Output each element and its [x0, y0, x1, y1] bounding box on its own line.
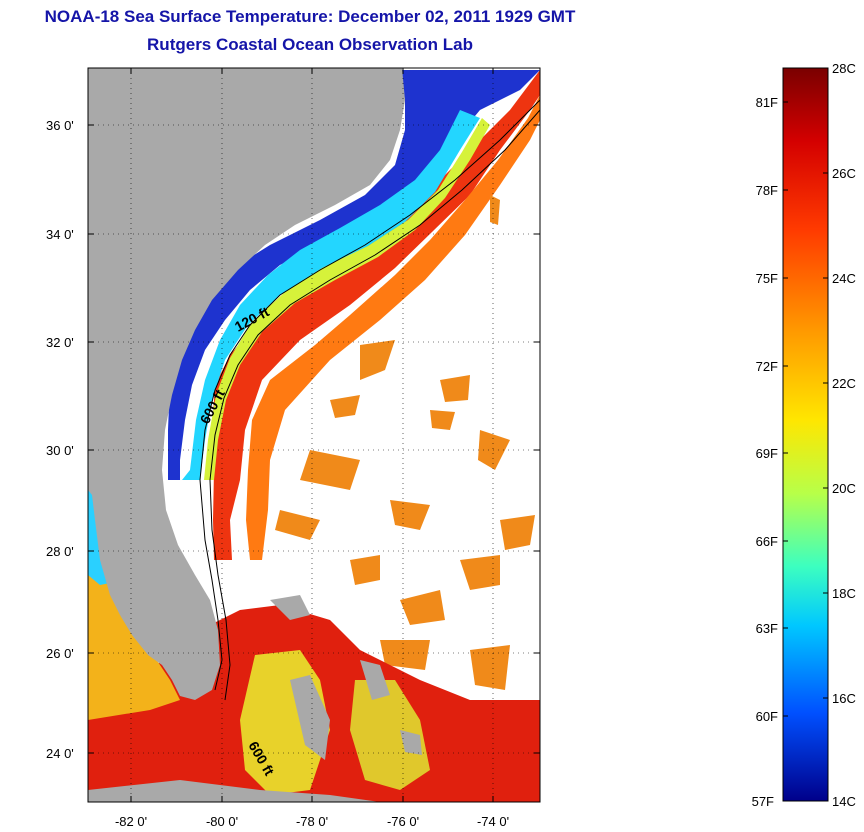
y-tick-label: 36 0' — [46, 118, 74, 133]
depth-contours — [199, 99, 540, 701]
y-tick-label: 24 0' — [46, 746, 74, 761]
yellow-green-shelf-edge — [204, 118, 490, 480]
colorbar-celsius-label: 16C — [832, 691, 856, 706]
colorbar-celsius-label: 26C — [832, 166, 856, 181]
colorbar-fahrenheit-label: 75F — [756, 271, 778, 286]
colorbar-celsius-label: 14C — [832, 794, 856, 809]
x-tick-label: -76 0' — [387, 814, 419, 829]
map-area: 120 ft 600 ft 600 ft — [88, 68, 540, 802]
colorbar-fahrenheit-label: 69F — [756, 446, 778, 461]
colorbar-fahrenheit-label: 72F — [756, 359, 778, 374]
colorbar-fahrenheit-label: 66F — [756, 534, 778, 549]
colorbar-celsius-label: 18C — [832, 586, 856, 601]
colorbar-fahrenheit-label: 57F — [752, 794, 774, 809]
frame-ticks — [88, 68, 540, 802]
colorbar-celsius-label: 28C — [832, 61, 856, 76]
cold-shelf-water — [168, 70, 540, 480]
cyan-shelf-water — [182, 110, 480, 480]
warm-patches — [275, 195, 535, 690]
warm-orange-band — [246, 95, 540, 560]
x-tick-label: -80 0' — [206, 814, 238, 829]
bahamas-islands — [270, 595, 422, 760]
y-tick-label: 28 0' — [46, 544, 74, 559]
colorbar-fahrenheit-label: 81F — [756, 95, 778, 110]
colorbar-fahrenheit-label: 63F — [756, 621, 778, 636]
colorbar-fahrenheit-label: 78F — [756, 183, 778, 198]
land-mass — [88, 68, 405, 700]
colorbar-fahrenheit-label: 60F — [756, 709, 778, 724]
cuba-land — [88, 780, 380, 802]
colorbar-celsius-label: 20C — [832, 481, 856, 496]
y-tick-label: 32 0' — [46, 335, 74, 350]
map-title: NOAA-18 Sea Surface Temperature: Decembe… — [44, 7, 576, 26]
map-subtitle: Rutgers Coastal Ocean Observation Lab — [147, 35, 473, 54]
y-tick-label: 26 0' — [46, 646, 74, 661]
lat-lon-grid — [88, 68, 540, 802]
gulf-of-mexico-water — [88, 560, 180, 720]
x-tick-label: -78 0' — [296, 814, 328, 829]
gulf-stream-band — [212, 70, 540, 560]
map-frame — [87, 67, 541, 803]
x-tick-label: -74 0' — [477, 814, 509, 829]
colorbar-gradient — [782, 67, 829, 802]
bahamas-banks-yellow-2 — [350, 680, 430, 790]
colorbar-ticks — [783, 67, 828, 802]
temperature-colorbar: 28C 26C 24C 22C 20C 18C 16C 14C 81F 78F … — [752, 61, 856, 809]
x-tick-label: -82 0' — [115, 814, 147, 829]
y-tick-label: 30 0' — [46, 443, 74, 458]
y-tick-label: 34 0' — [46, 227, 74, 242]
colorbar-celsius-label: 24C — [832, 271, 856, 286]
colorbar-celsius-label: 22C — [832, 376, 856, 391]
